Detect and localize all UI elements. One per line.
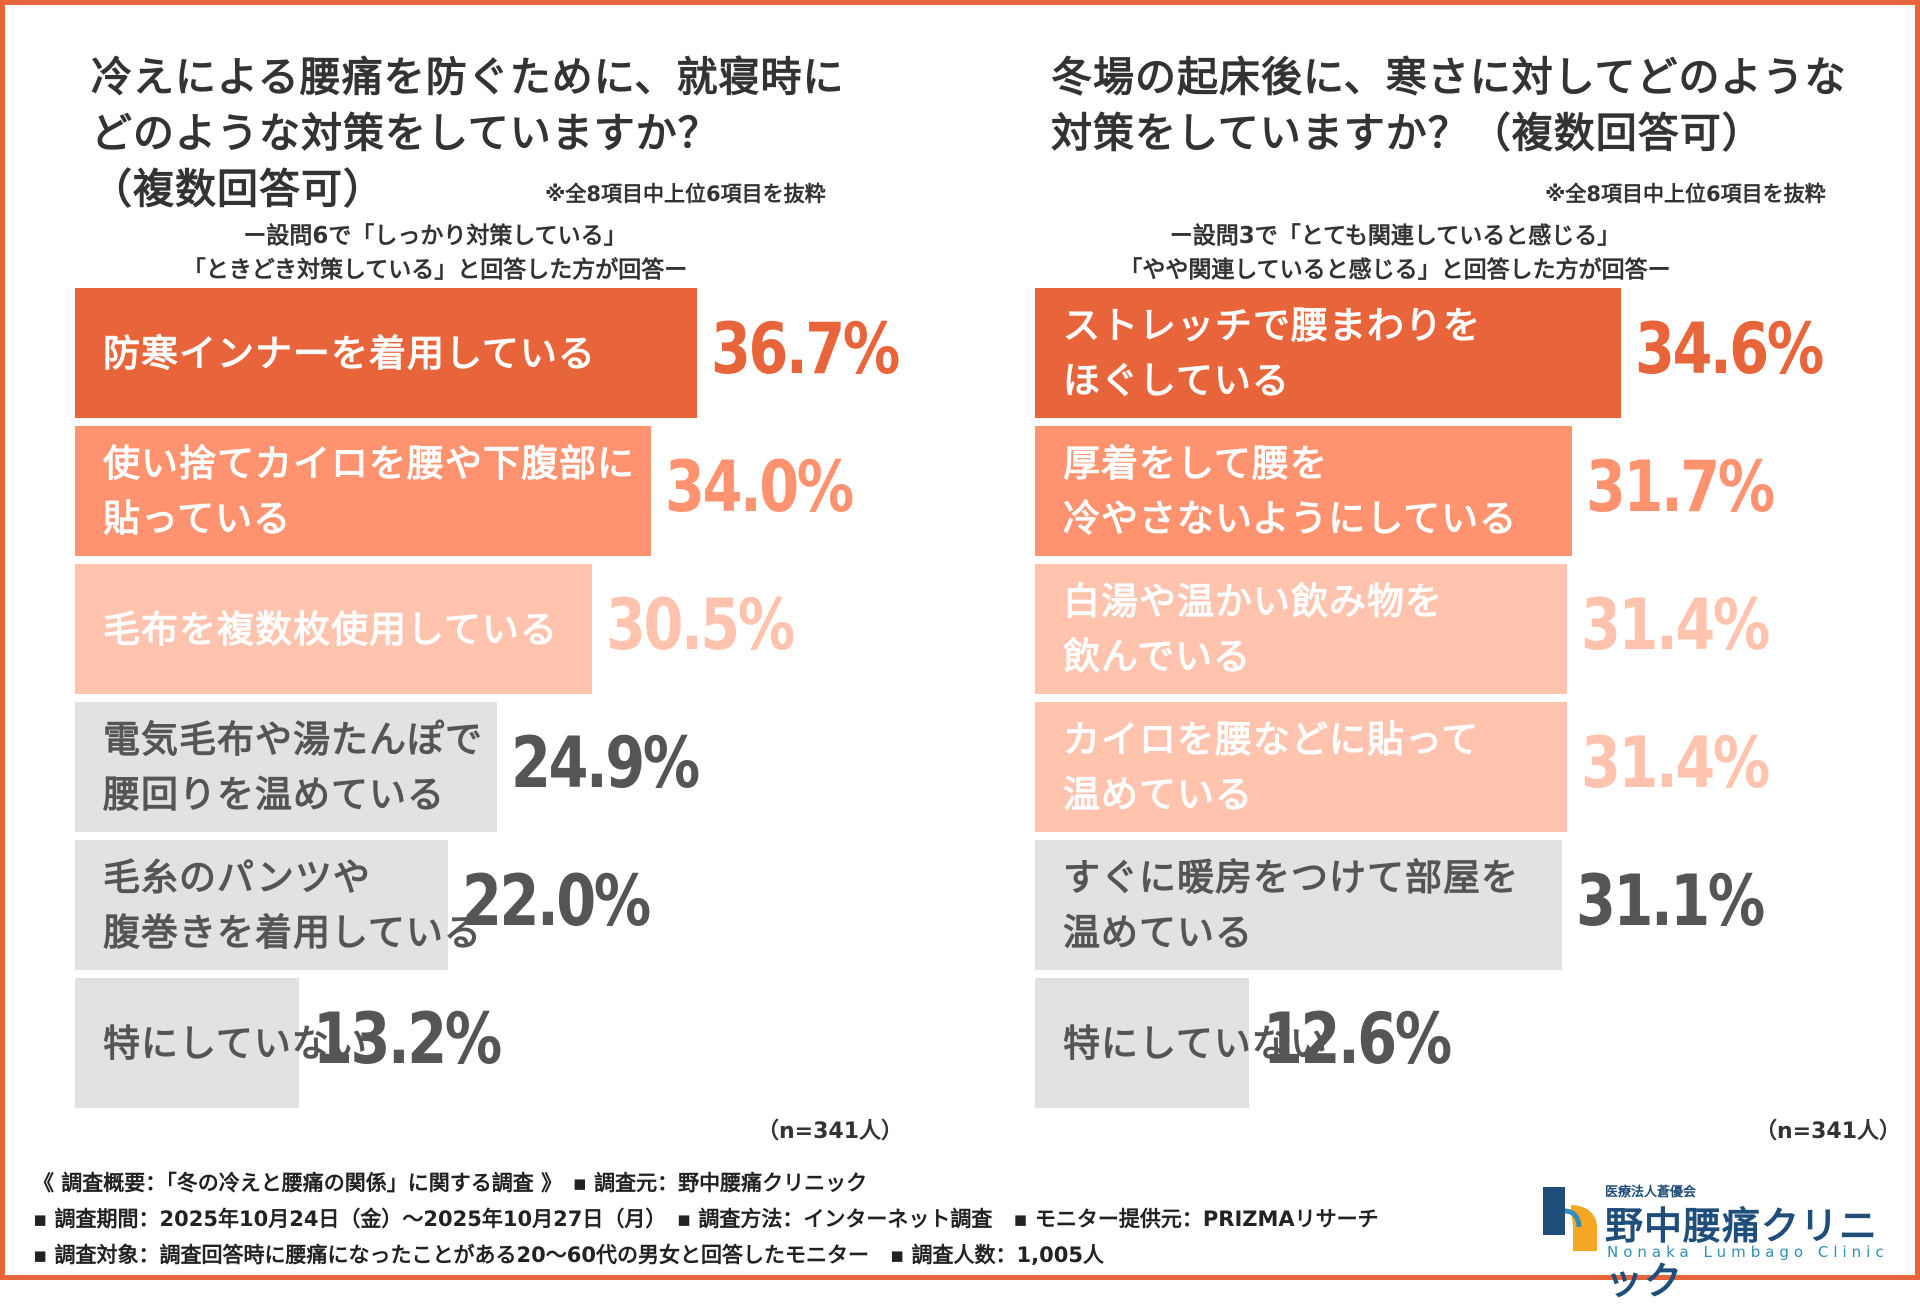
chart-note: ※全8項目中上位6項目を抜粋 [1545, 182, 1826, 206]
bar-label-5: 毛糸のパンツや 腹巻きを着用している [103, 856, 482, 954]
bar-3 [1035, 564, 1567, 694]
bar-1 [75, 288, 697, 418]
bar-value-4: 31.4% [1581, 722, 1770, 804]
chart-note: ※全8項目中上位6項目を抜粋 [545, 182, 826, 206]
sample-size: （n=341人） [757, 1119, 904, 1144]
bar-value-3: 30.5% [606, 584, 795, 666]
bar-value-3: 31.4% [1581, 584, 1770, 666]
bar-5 [1035, 840, 1562, 970]
bar-value-1: 36.7% [711, 308, 900, 390]
bar-value-2: 31.7% [1586, 446, 1775, 528]
chart-left: 冷えによる腰痛を防ぐために、就寝時に どのような対策をしていますか？ （複数回答… [5, 5, 965, 1155]
bar-3 [75, 564, 592, 694]
bar-value-6: 12.6% [1263, 998, 1452, 1080]
bar-6 [75, 978, 299, 1108]
bar-label-4: 電気毛布や湯たんぽで 腰回りを温めている [103, 718, 483, 816]
clinic-logo: 医療法人蒼優会 野中腰痛クリニック Nonaka Lumbago Clinic [1535, 1175, 1905, 1303]
bar-2 [1035, 426, 1572, 556]
bar-value-6: 13.2% [313, 998, 502, 1080]
bar-4 [75, 702, 497, 832]
chart-subtitle: ー設問6で「しっかり対策している」 「ときどき対策している」と回答した方が回答ー [182, 223, 688, 283]
footer-line-1: 《 調査概要：「冬の冷えと腰痛の関係」に関する調査 》 ▪ 調査元：野中腰痛クリ… [33, 1171, 868, 1195]
footer-line-2: ▪ 調査期間：2025年10月24日（金）～2025年10月27日（月） ▪ 調… [33, 1207, 1379, 1231]
clinic-logo-icon [1543, 1187, 1597, 1251]
bar-label-2: 使い捨てカイロを腰や下腹部に 貼っている [103, 442, 635, 540]
bar-label-5: すぐに暖房をつけて部屋を 温めている [1063, 856, 1519, 954]
bar-label-1: 防寒インナーを着用している [103, 331, 596, 375]
bar-value-2: 34.0% [665, 446, 854, 528]
bar-value-5: 22.0% [462, 860, 651, 942]
logo-org: 医療法人蒼優会 [1605, 1185, 1697, 1200]
bar-label-6: 特にしていない [1063, 1021, 1328, 1065]
bar-label-3: 毛布を複数枚使用している [103, 607, 558, 651]
chart-title: 冬場の起床後に、寒さに対してどのような 対策をしていますか？（複数回答可） [1051, 53, 1847, 157]
bar-value-5: 31.1% [1576, 860, 1765, 942]
bar-2 [75, 426, 651, 556]
bar-value-1: 34.6% [1635, 308, 1824, 390]
bar-label-6: 特にしていない [103, 1021, 368, 1065]
bar-label-2: 厚着をして腰を 冷やさないようにしている [1063, 442, 1518, 540]
bar-4 [1035, 702, 1567, 832]
chart-subtitle: ー設問3で「とても関連していると感じる」 「やや関連していると感じる」と回答した… [1119, 223, 1671, 283]
logo-english: Nonaka Lumbago Clinic [1607, 1243, 1889, 1261]
bar-5 [75, 840, 448, 970]
bar-value-4: 24.9% [511, 722, 700, 804]
chart-title: 冷えによる腰痛を防ぐために、就寝時に どのような対策をしていますか？ （複数回答… [91, 53, 845, 213]
sample-size: （n=341人） [1755, 1119, 1902, 1144]
footer-line-3: ▪ 調査対象：調査回答時に腰痛になったことがある20～60代の男女と回答したモニ… [33, 1243, 1104, 1267]
bar-label-3: 白湯や温かい飲み物を 飲んでいる [1063, 580, 1443, 678]
bar-label-1: ストレッチで腰まわりを ほぐしている [1063, 304, 1481, 402]
chart-right: 冬場の起床後に、寒さに対してどのような 対策をしていますか？（複数回答可） ※全… [965, 5, 1920, 1155]
bar-6 [1035, 978, 1249, 1108]
bar-label-4: カイロを腰などに貼って 温めている [1063, 718, 1480, 816]
bar-1 [1035, 288, 1621, 418]
